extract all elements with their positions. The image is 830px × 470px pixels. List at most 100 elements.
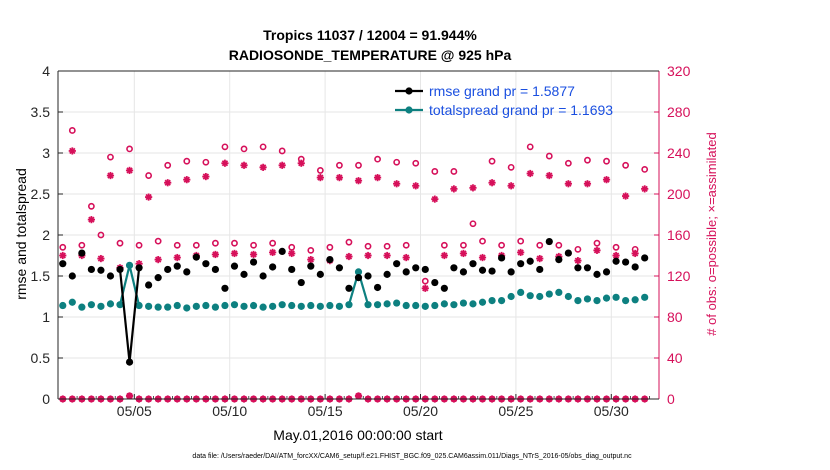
y-right-tick-label: 0	[667, 391, 675, 407]
series-0-point	[497, 254, 506, 262]
star-stroke	[584, 180, 591, 187]
obs-possible-point	[326, 243, 334, 251]
obs-possible-point	[364, 242, 372, 250]
star-stroke	[231, 250, 238, 257]
obs-assimilated-point	[383, 251, 391, 260]
obs-possible-point	[498, 241, 505, 249]
series-1-point	[192, 302, 200, 310]
star-stroke	[403, 254, 410, 261]
obs-assimilated-point	[68, 147, 76, 155]
obs-possible-point	[440, 241, 448, 249]
series-1-segment	[128, 265, 141, 306]
series-0-point	[278, 247, 286, 255]
obs-possible-point	[68, 127, 76, 134]
y-axis-label: rmse and totalspread	[13, 168, 29, 300]
y-right-tick-label: 40	[667, 350, 683, 366]
series-1-point	[574, 297, 582, 305]
obs-possible-point	[383, 242, 391, 250]
star-stroke	[69, 147, 76, 155]
series-0-point	[602, 268, 611, 276]
obs-possible-point	[164, 161, 172, 169]
grid-layer	[58, 70, 659, 400]
obs-assimilated-point	[421, 284, 429, 292]
obs-assimilated-point	[393, 180, 401, 188]
series-1-point	[507, 292, 515, 301]
series-1-point	[593, 297, 601, 305]
series-1-point	[59, 301, 67, 310]
obs-zero-assimilated-point	[354, 392, 363, 400]
obs-assimilated-point	[431, 195, 439, 203]
star-stroke	[383, 252, 391, 259]
obs-possible-point	[641, 165, 649, 173]
obs-assimilated-point	[288, 249, 296, 258]
star-stroke	[631, 250, 639, 257]
obs-possible-point	[145, 172, 153, 179]
series-1-point	[135, 301, 143, 310]
y-right-tick-label: 200	[667, 186, 691, 202]
obs-possible-point	[212, 239, 219, 247]
x-tick-label: 05/25	[498, 403, 533, 419]
obs-possible-point	[526, 143, 534, 151]
series-0-point	[307, 262, 315, 270]
series-1-point	[259, 303, 267, 311]
series-1-point	[202, 301, 210, 310]
y-tick-label: 2.5	[31, 186, 51, 202]
obs-assimilated-point	[526, 169, 534, 178]
series-1-point	[97, 302, 105, 310]
star-stroke	[88, 216, 95, 223]
series-1-point	[269, 302, 277, 310]
series-1-point	[307, 301, 315, 310]
series-0-point	[288, 265, 296, 274]
x-tick-label: 05/20	[403, 403, 438, 419]
series-1-point	[412, 301, 420, 310]
legend-marker-1	[405, 106, 413, 114]
series-0-point	[507, 268, 515, 276]
obs-assimilated-point	[574, 257, 582, 265]
y-right-tick-label: 240	[667, 145, 691, 161]
series-1-point	[373, 301, 382, 309]
y-tick-label: 0	[42, 391, 50, 407]
obs-possible-point	[183, 157, 191, 165]
series-0-point	[641, 254, 649, 262]
legend-label-0: rmse grand pr = 1.5877	[429, 83, 575, 99]
series-0-point	[173, 262, 181, 270]
y-tick-label: 1	[42, 309, 50, 325]
obs-assimilated-point	[602, 176, 611, 184]
series-0-point	[555, 256, 563, 264]
star-stroke	[355, 177, 362, 184]
series-1-point	[154, 303, 162, 311]
obs-assimilated-point	[259, 163, 267, 171]
star-stroke	[374, 174, 381, 181]
obs-possible-point	[307, 246, 315, 254]
star-stroke	[269, 249, 276, 256]
star-stroke	[460, 250, 467, 257]
series-0-point	[517, 260, 525, 268]
series-0-point	[421, 265, 429, 274]
series-1-point	[641, 293, 649, 301]
series-1-point	[116, 301, 124, 309]
star-stroke	[612, 252, 620, 259]
x-tick-label: 05/05	[117, 403, 152, 419]
obs-possible-point	[374, 155, 381, 163]
star-stroke	[536, 255, 543, 262]
series-0-point	[574, 264, 582, 272]
obs-assimilated-point	[307, 256, 315, 264]
series-1-point	[125, 261, 134, 269]
series-0-point	[526, 257, 534, 265]
obs-possible-point	[412, 159, 420, 167]
series-1-point	[450, 301, 458, 309]
star-stroke	[574, 257, 582, 264]
series-0-point	[583, 264, 592, 272]
obs-possible-point	[59, 243, 67, 251]
series-0-point	[68, 272, 76, 280]
series-1-point	[164, 303, 172, 311]
series-1-point	[278, 301, 286, 309]
series-1-point	[383, 300, 391, 308]
obs-possible-point	[345, 238, 353, 246]
series-0-point	[297, 278, 305, 287]
series-1-point	[68, 298, 76, 306]
star-stroke	[441, 252, 448, 259]
star-stroke	[603, 176, 610, 183]
series-0-point	[488, 267, 496, 275]
series-1-point	[488, 297, 496, 305]
